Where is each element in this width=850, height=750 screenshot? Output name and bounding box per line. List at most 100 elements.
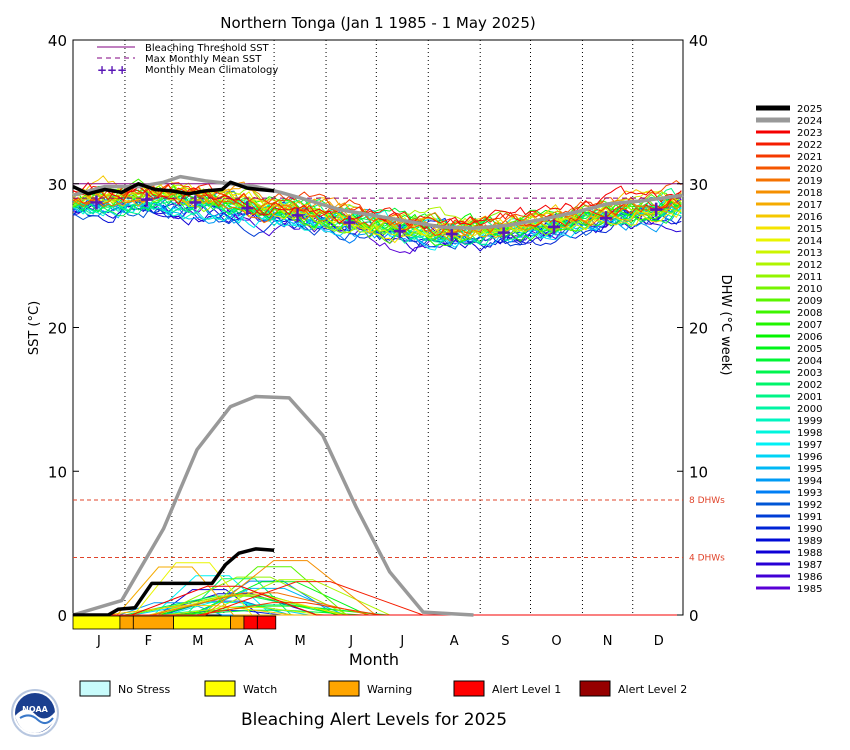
- alert-segment: [243, 615, 258, 630]
- alert-legend-label: Warning: [367, 683, 412, 696]
- highlight-series: [72, 174, 684, 617]
- dhw-trace-2023: [73, 585, 683, 616]
- year-legend-label: 2016: [797, 212, 822, 223]
- climatology-cross: [599, 211, 612, 226]
- alert-level-bar: [72, 615, 277, 630]
- x-tick-label: A: [245, 634, 254, 649]
- year-legend-label: 2007: [797, 320, 822, 331]
- y-tick-label-right: 10: [689, 463, 708, 481]
- year-legend: 2025202420232022202120202019201820172016…: [756, 104, 822, 595]
- alert-segment: [119, 615, 134, 630]
- chart-title: Northern Tonga (Jan 1 1985 - 1 May 2025): [220, 14, 535, 32]
- alert-segment: [72, 615, 121, 630]
- year-legend-label: 2015: [797, 224, 822, 235]
- climatology-cross: [650, 202, 663, 217]
- year-legend-label: 1995: [797, 464, 822, 475]
- year-legend-label: 2017: [797, 200, 822, 211]
- year-legend-label: 1997: [797, 440, 822, 451]
- year-legend-label: 2009: [797, 296, 822, 307]
- climatology-cross: [445, 227, 458, 242]
- y-tick-label-left: 0: [57, 607, 67, 625]
- dhw-ref-label: 8 DHWs: [689, 496, 725, 506]
- year-legend-label: 1987: [797, 560, 822, 571]
- year-legend-label: 2019: [797, 176, 822, 187]
- alert-segment: [256, 615, 277, 630]
- year-legend-label: 2020: [797, 164, 822, 175]
- x-tick-label: N: [603, 634, 613, 649]
- year-legend-label: 1992: [797, 500, 822, 511]
- x-tick-label: J: [348, 634, 353, 649]
- year-legend-label: 1990: [797, 524, 822, 535]
- sst-2024-line: [72, 174, 684, 231]
- x-tick-label: J: [96, 634, 101, 649]
- climatology-cross: [393, 224, 406, 239]
- y-tick-label-left: 30: [48, 176, 67, 194]
- climatology-cross: [189, 195, 202, 210]
- y-tick-label-left: 40: [48, 32, 67, 50]
- y-axis-label-left: SST (°C): [27, 301, 42, 355]
- climatology-cross: [140, 192, 153, 207]
- sst-2025-line: [72, 180, 275, 196]
- year-legend-label: 2004: [797, 356, 822, 367]
- climatology-cross: [547, 219, 560, 234]
- y-axis-label-right: DHW (°C week): [718, 275, 733, 376]
- year-legend-label: 2010: [797, 284, 822, 295]
- alert-legend: No Stress Watch Warning Alert Level 1 Alert …: [79, 680, 687, 697]
- y-tick-label-right: 0: [689, 607, 699, 625]
- sst-trace-2005: [72, 185, 682, 237]
- year-legend-label: 2002: [797, 380, 822, 391]
- y-tick-label-left: 20: [48, 320, 67, 338]
- year-legend-label: 2012: [797, 260, 822, 271]
- y-tick-label-right: 30: [689, 176, 708, 194]
- climatology-cross: [343, 215, 356, 230]
- year-legend-label: 1991: [797, 512, 822, 523]
- year-legend-label: 1994: [797, 476, 822, 487]
- top-legend: Bleaching Threshold SST Max Monthly Mean…: [97, 43, 278, 77]
- climatology-cross: [90, 195, 103, 210]
- year-legend-label: 1988: [797, 548, 822, 559]
- noaa-logo: NOAA: [11, 689, 59, 737]
- climatology-cross: [241, 201, 254, 216]
- alert-legend-label: Watch: [243, 683, 277, 696]
- axes: 0 0 10 10 20 20 30 30 40 40 J F M A M J J A S O N D: [48, 32, 708, 649]
- x-tick-label: F: [145, 634, 152, 649]
- year-legend-label: 2003: [797, 368, 822, 379]
- alert-legend-label: No Stress: [118, 683, 171, 696]
- year-legend-label: 2025: [797, 104, 822, 115]
- alert-segment: [173, 615, 231, 630]
- y-tick-label-left: 10: [48, 463, 67, 481]
- year-legend-label: 1985: [797, 584, 822, 595]
- legend-climatology-swatch: +++: [97, 63, 127, 77]
- year-legend-label: 2022: [797, 140, 822, 151]
- alert-legend-swatch: [204, 680, 236, 697]
- year-legend-label: 2005: [797, 344, 822, 355]
- alert-legend-label: Alert Level 1: [492, 683, 561, 696]
- x-tick-label: M: [192, 634, 203, 649]
- dhw-2025-line: [73, 547, 275, 617]
- year-legend-label: 2024: [797, 116, 822, 127]
- year-legend-label: 1999: [797, 416, 822, 427]
- alert-legend-swatch: [579, 680, 611, 697]
- year-legend-label: 2001: [797, 392, 822, 403]
- year-legend-label: 1993: [797, 488, 822, 499]
- x-tick-label: O: [551, 634, 561, 649]
- legend-threshold-label: Bleaching Threshold SST: [145, 43, 270, 54]
- climatology-cross: [291, 208, 304, 223]
- y-tick-label-right: 40: [689, 32, 708, 50]
- year-legend-label: 1989: [797, 536, 822, 547]
- year-legend-label: 1986: [797, 572, 822, 583]
- year-legend-label: 2023: [797, 128, 822, 139]
- x-tick-label: M: [294, 634, 305, 649]
- alert-legend-label: Alert Level 2: [618, 683, 687, 696]
- year-legend-label: 2021: [797, 152, 822, 163]
- climatology-marks: [90, 192, 663, 242]
- legend-climatology-label: Monthly Mean Climatology: [145, 65, 278, 76]
- year-legend-label: 2011: [797, 272, 822, 283]
- sst-trace-1990: [72, 196, 682, 249]
- dhw-ref-label: 4 DHWs: [689, 554, 725, 564]
- year-legend-label: 2018: [797, 188, 822, 199]
- year-legend-label: 2000: [797, 404, 822, 415]
- svg-text:NOAA: NOAA: [22, 705, 48, 714]
- x-tick-label: S: [501, 634, 509, 649]
- alert-segment: [132, 615, 174, 630]
